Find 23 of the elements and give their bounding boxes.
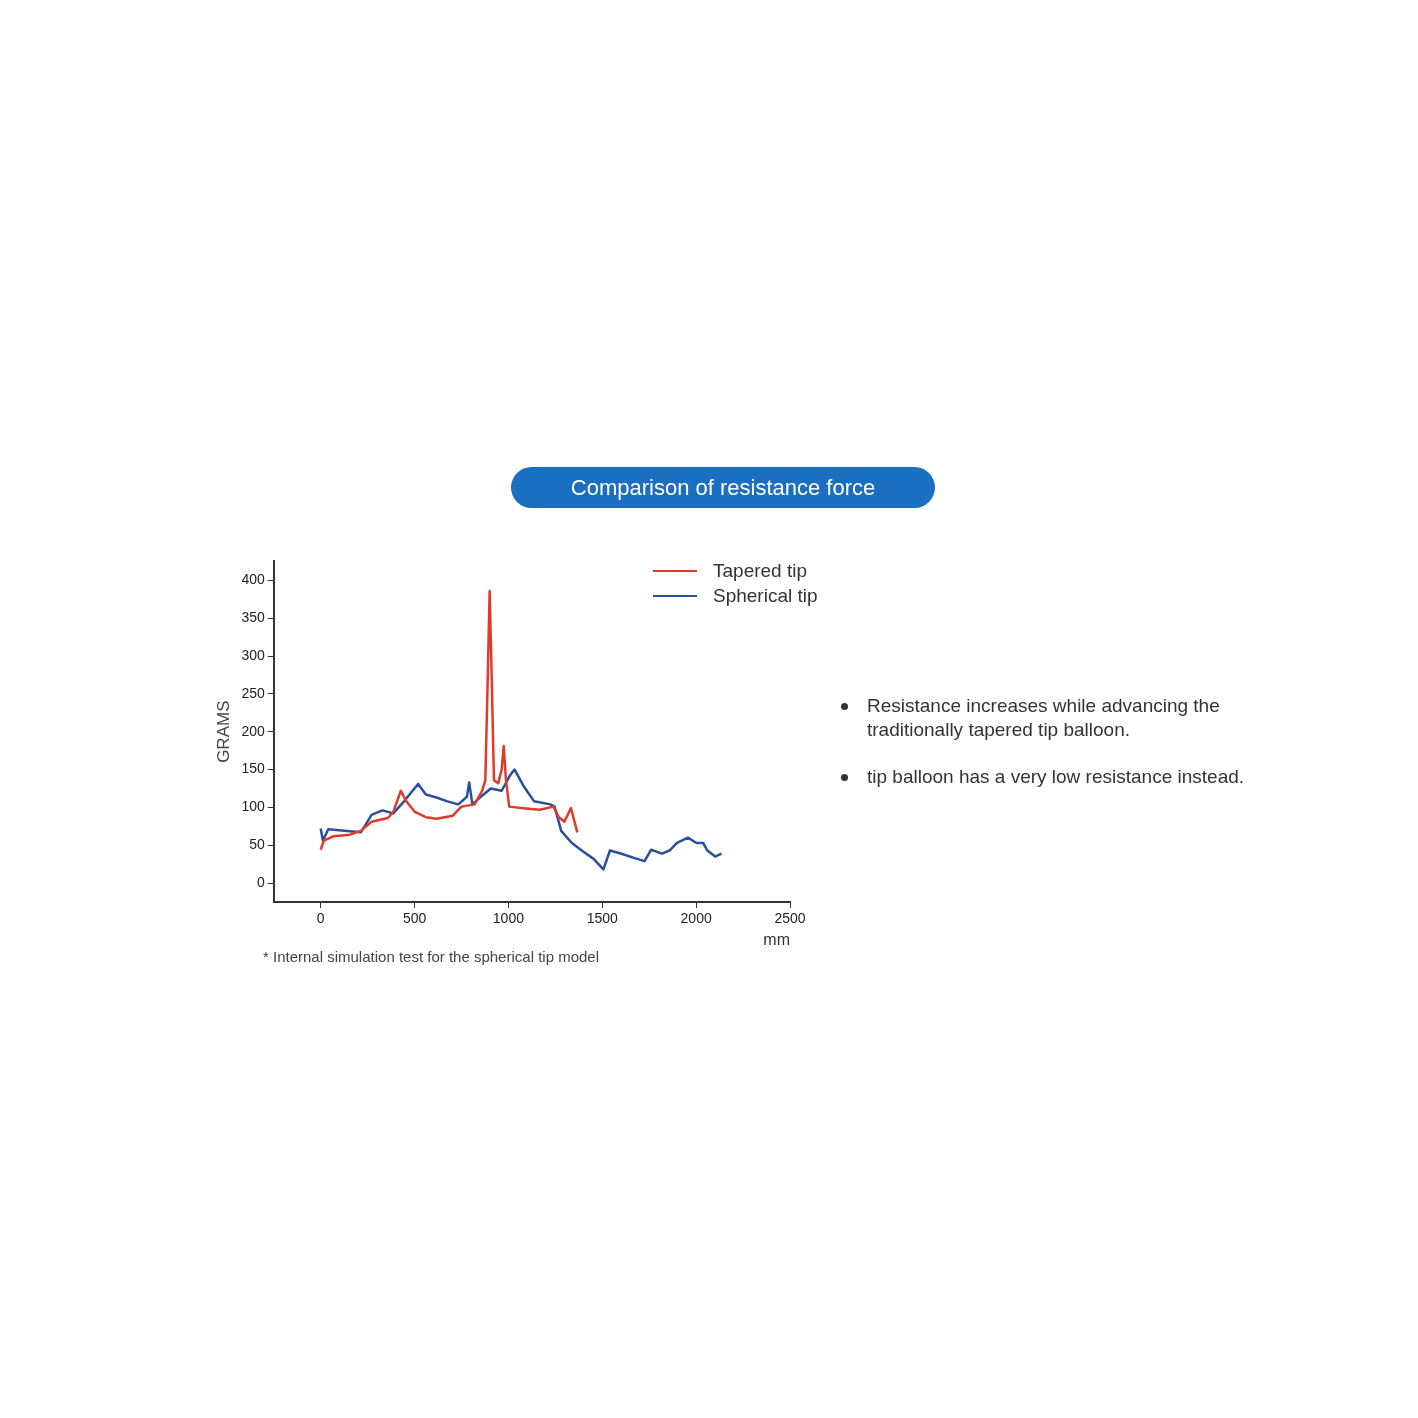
legend-label: Tapered tip — [713, 559, 808, 582]
x-tick-label: 500 — [402, 910, 427, 927]
y-tick-label: 350 — [241, 609, 265, 626]
y-tick-label: 50 — [249, 836, 265, 853]
x-axis-title: mm — [763, 930, 790, 948]
text: Resistance increases while advancing the traditionally tapered tip balloon. — [867, 694, 1221, 742]
y-tick-label: 100 — [241, 798, 265, 815]
chart-title: Comparison of resistance force — [511, 467, 935, 508]
y-tick-label: 300 — [241, 646, 265, 663]
text: * Internal simulation test for the spherical tip model — [263, 948, 599, 965]
y-tick-label: 200 — [241, 722, 265, 739]
x-tick-label: 2000 — [680, 910, 712, 927]
y-tick-label: 400 — [241, 571, 265, 588]
y-tick-label: 250 — [241, 684, 265, 701]
y-tick-label: 0 — [256, 873, 265, 890]
x-tick-label: 0 — [316, 910, 325, 927]
y-axis-title: GRAMS — [213, 700, 233, 763]
x-tick-label: 2500 — [774, 910, 806, 927]
y-tick-label: 150 — [241, 760, 265, 777]
text: tip balloon has a very low resistance instead. — [867, 765, 1246, 789]
x-tick-label: 1000 — [492, 910, 525, 927]
legend-label: Spherical tip — [713, 584, 818, 607]
x-tick-label: 1500 — [586, 910, 619, 927]
